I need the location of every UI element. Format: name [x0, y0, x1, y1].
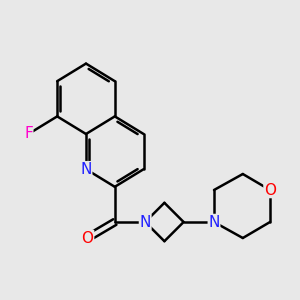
- Text: N: N: [140, 214, 151, 230]
- Text: N: N: [208, 214, 220, 230]
- Text: F: F: [24, 127, 33, 142]
- Text: O: O: [82, 230, 94, 245]
- Text: O: O: [264, 182, 276, 197]
- Text: N: N: [80, 162, 92, 177]
